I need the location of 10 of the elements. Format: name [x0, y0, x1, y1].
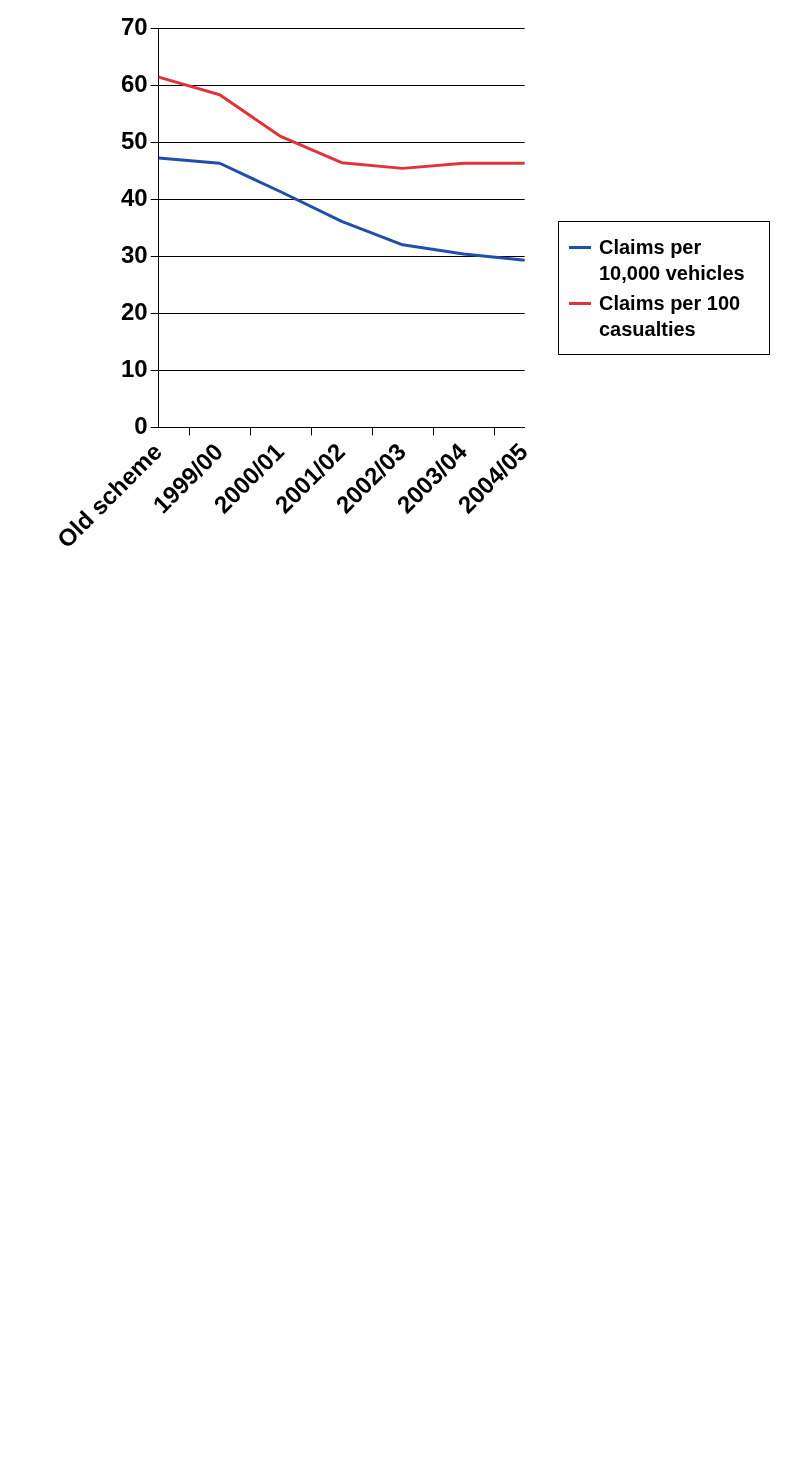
- y-tick-label: 10: [120, 354, 148, 382]
- legend-label: Claims per 100 casualties: [599, 291, 742, 342]
- y-tick-label: 70: [120, 12, 148, 40]
- y-tick-label: 50: [120, 126, 148, 154]
- y-tick-label: 20: [120, 297, 148, 325]
- y-tick-label: 40: [120, 183, 148, 211]
- legend-label: Claims per 10,000 vehicles: [599, 235, 746, 286]
- y-tick-label: 60: [120, 69, 148, 97]
- y-tick-label: 0: [134, 412, 148, 440]
- y-tick-label: 30: [120, 240, 148, 268]
